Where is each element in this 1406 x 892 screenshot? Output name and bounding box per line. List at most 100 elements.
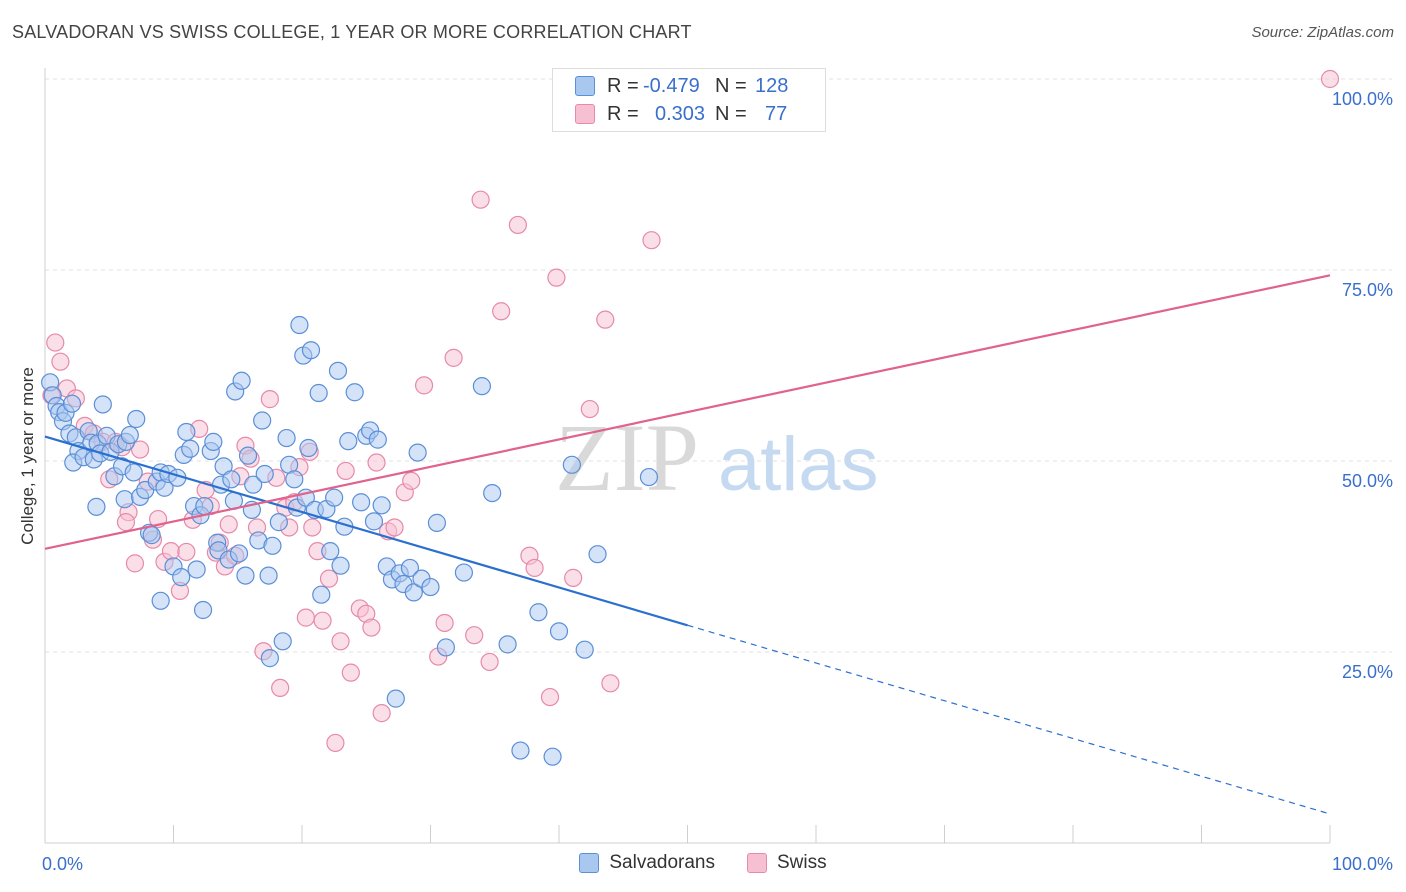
swiss-point [367, 453, 386, 472]
salvadoran-point [421, 577, 440, 597]
salvadoran-point [339, 432, 358, 451]
swiss-point [260, 390, 279, 409]
salvadoran-point [427, 513, 447, 532]
salvadoran-point [345, 383, 364, 402]
watermark: ZIP atlas [555, 404, 879, 511]
swiss-point [385, 518, 404, 537]
source-label: Source: ZipAtlas.com [1251, 24, 1394, 41]
salvadoran-point [321, 542, 340, 561]
swiss-point [596, 310, 615, 329]
salvadoran-point [222, 470, 241, 489]
swiss-point [125, 554, 145, 573]
salvadoran-point [588, 545, 607, 564]
salvadoran-point [325, 488, 344, 507]
swiss-point [341, 663, 360, 682]
swiss-point [331, 632, 350, 651]
salvadoran-point [259, 566, 278, 585]
salvadoran-point [193, 600, 213, 620]
grid-lines [45, 78, 1392, 653]
salvadoran-point [93, 395, 112, 414]
legend-label-swiss: Swiss [777, 852, 827, 873]
swiss-point [444, 348, 463, 367]
salvadoran-point [285, 470, 304, 489]
salvadoran-point [372, 496, 391, 515]
swiss-points [42, 69, 1340, 753]
stats-legend: R = -0.479 N = 128 R = 0.303 N = 77 [552, 68, 826, 132]
y-tick-label: 75.0% [1342, 280, 1393, 300]
x-tick-label-end: 100.0% [1332, 854, 1393, 874]
swiss-point [319, 569, 339, 588]
legend-item-swiss[interactable]: Swiss [747, 852, 827, 874]
salvadoran-points [41, 315, 659, 766]
r-label: R = [607, 102, 639, 125]
swiss-point [435, 613, 454, 633]
salvadoran-trend-extension [687, 624, 1331, 815]
salvadoran-point [151, 591, 170, 610]
salvadoran-point [404, 583, 423, 602]
salvadoran-point [181, 439, 200, 458]
salvadoran-point [331, 556, 350, 575]
r-value: -0.479 [643, 74, 700, 97]
salvadoran-point [543, 747, 562, 766]
swiss-point [402, 471, 421, 490]
salvadoran-point [299, 438, 318, 458]
salvadoran-legend-swatch [579, 853, 600, 873]
salvadoran-trend-line [44, 435, 688, 627]
swiss-swatch [575, 104, 595, 124]
swiss-point [336, 461, 355, 481]
legend-label-salvadorans: Salvadorans [609, 852, 715, 873]
salvadoran-point [124, 463, 143, 482]
stats-row-salvadorans: R = -0.479 N = 128 [575, 73, 788, 99]
salvadoran-point [142, 526, 161, 545]
salvadoran-point [229, 544, 249, 563]
n-value: 77 [765, 102, 788, 125]
salvadoran-point [277, 428, 296, 448]
salvadoran-point [400, 558, 420, 578]
salvadoran-point [364, 512, 384, 531]
swiss-point [177, 542, 196, 562]
salvadoran-point [498, 635, 517, 654]
salvadoran-point [244, 475, 263, 494]
salvadoran-point [301, 341, 321, 360]
salvadoran-point [511, 741, 530, 760]
salvadoran-point [436, 638, 456, 657]
salvadoran-point [172, 568, 191, 587]
y-tick-label: 50.0% [1342, 471, 1393, 491]
y-tick-label: 25.0% [1342, 662, 1393, 682]
salvadoran-point [454, 563, 474, 582]
chart-title: SALVADORAN VS SWISS COLLEGE, 1 YEAR OR M… [12, 22, 692, 42]
swiss-point [601, 674, 620, 693]
swiss-point [116, 513, 136, 532]
salvadoran-point [232, 371, 251, 390]
swiss-point [51, 352, 70, 371]
swiss-trend-line [44, 274, 1331, 550]
salvadoran-point [562, 455, 581, 474]
swiss-point [642, 231, 661, 250]
salvadoran-point [483, 483, 502, 503]
salvadoran-point [115, 490, 134, 509]
swiss-legend-swatch [747, 853, 767, 873]
swiss-point [271, 678, 290, 698]
salvadoran-point [290, 315, 309, 335]
salvadoran-point [529, 603, 548, 622]
salvadoran-point [408, 443, 427, 462]
salvadoran-point [368, 430, 387, 449]
swiss-point [471, 190, 490, 209]
y-tick-label: 100.0% [1332, 89, 1393, 109]
legend-item-salvadorans[interactable]: Salvadorans [579, 852, 715, 874]
salvadoran-point [263, 536, 282, 555]
salvadoran-point [472, 377, 491, 396]
salvadoran-point [549, 622, 569, 641]
watermark-atlas: atlas [718, 422, 879, 507]
salvadoran-point [309, 383, 328, 403]
swiss-point [465, 626, 484, 645]
swiss-point [303, 518, 322, 537]
salvadoran-point [328, 361, 348, 380]
swiss-point [362, 618, 381, 637]
swiss-point [492, 302, 511, 321]
salvadoran-point [127, 409, 146, 429]
salvadoran-point [62, 394, 82, 413]
swiss-point [372, 704, 391, 723]
n-label: N = [715, 102, 747, 125]
